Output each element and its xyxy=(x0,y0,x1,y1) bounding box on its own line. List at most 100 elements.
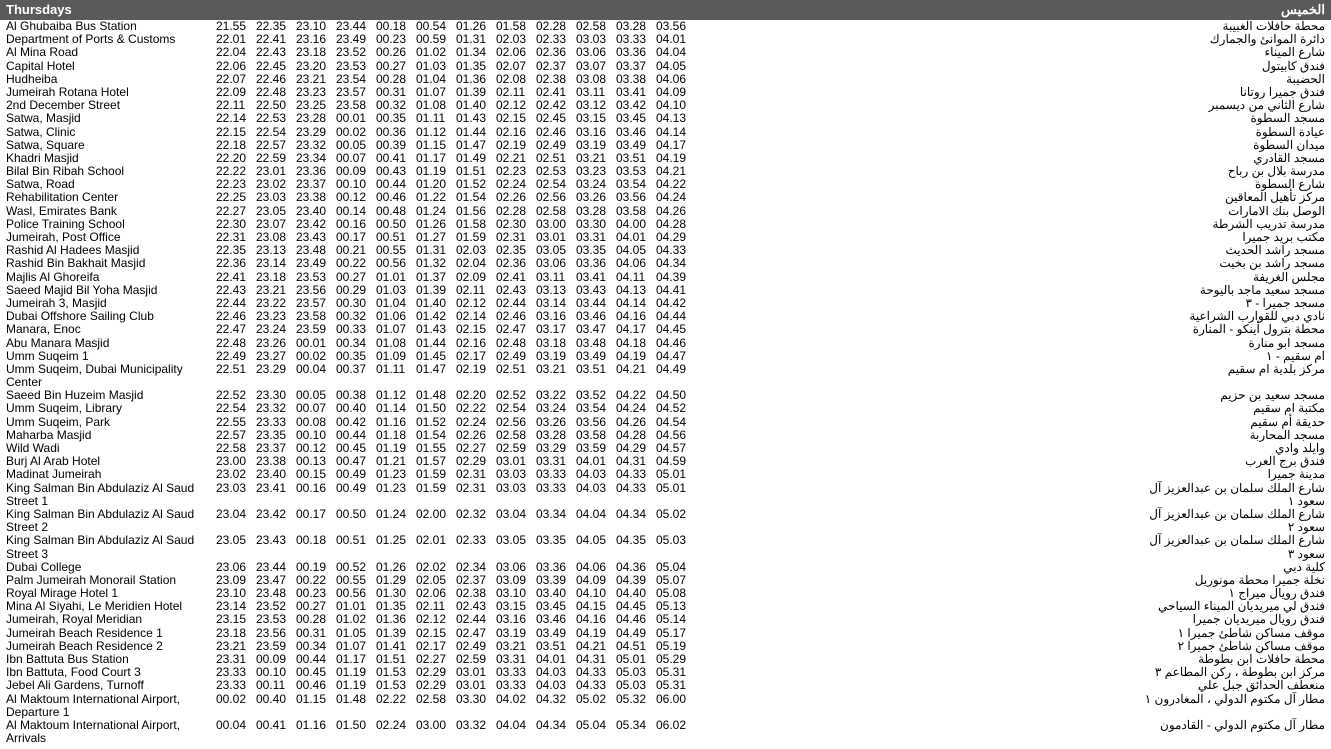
time-cell: 04.17 xyxy=(656,139,696,152)
time-cell: 02.15 xyxy=(416,627,456,640)
stop-name-ar: مسجد راشد بن بخيت xyxy=(1125,257,1325,270)
time-cell: 02.58 xyxy=(416,693,456,706)
stop-name-en: King Salman Bin Abdulaziz Al Saud Street… xyxy=(6,534,216,560)
time-cell: 01.39 xyxy=(416,284,456,297)
time-cell: 22.15 xyxy=(216,126,256,139)
time-cell: 03.07 xyxy=(576,60,616,73)
time-cell: 02.56 xyxy=(536,191,576,204)
time-cell: 01.08 xyxy=(376,337,416,350)
time-cell: 04.33 xyxy=(616,468,656,481)
time-cell: 02.49 xyxy=(536,139,576,152)
time-cell: 01.15 xyxy=(296,693,336,706)
table-row: King Salman Bin Abdulaziz Al Saud Street… xyxy=(6,534,1325,560)
time-cell: 03.30 xyxy=(456,693,496,706)
time-cell: 00.17 xyxy=(296,508,336,521)
time-cell: 04.19 xyxy=(616,350,656,363)
times-group: 22.2723.0523.4000.1400.4801.2401.5602.28… xyxy=(216,205,1125,218)
time-cell: 23.53 xyxy=(336,60,376,73)
time-cell: 01.23 xyxy=(376,468,416,481)
time-cell: 04.03 xyxy=(576,482,616,495)
time-cell: 23.38 xyxy=(296,191,336,204)
time-cell: 00.07 xyxy=(296,402,336,415)
table-row: Manara, Enoc22.4723.2423.5900.3301.0701.… xyxy=(6,323,1325,336)
time-cell: 02.34 xyxy=(456,561,496,574)
time-cell: 05.03 xyxy=(616,679,656,692)
time-cell: 02.28 xyxy=(496,205,536,218)
stop-name-ar: كلية دبي xyxy=(1125,561,1325,574)
time-cell: 22.46 xyxy=(256,73,296,86)
time-cell: 23.43 xyxy=(256,534,296,547)
time-cell: 03.36 xyxy=(576,257,616,270)
stop-name-en: King Salman Bin Abdulaziz Al Saud Street… xyxy=(6,508,216,534)
time-cell: 23.32 xyxy=(296,139,336,152)
time-cell: 01.53 xyxy=(376,679,416,692)
time-cell: 02.41 xyxy=(496,271,536,284)
time-cell: 05.04 xyxy=(656,561,696,574)
time-cell: 03.45 xyxy=(616,112,656,125)
time-cell: 01.11 xyxy=(416,112,456,125)
time-cell: 22.54 xyxy=(216,402,256,415)
time-cell: 04.49 xyxy=(616,627,656,640)
time-cell: 23.54 xyxy=(336,73,376,86)
table-row: Wasl, Emirates Bank22.2723.0523.4000.140… xyxy=(6,205,1325,218)
time-cell: 00.16 xyxy=(296,482,336,495)
stop-name-en: Umm Suqeim, Library xyxy=(6,402,216,415)
time-cell: 00.31 xyxy=(296,627,336,640)
table-row: Capital Hotel22.0622.4523.2023.5300.2701… xyxy=(6,60,1325,73)
time-cell: 04.06 xyxy=(616,257,656,270)
time-cell: 02.36 xyxy=(496,257,536,270)
time-cell: 01.37 xyxy=(416,271,456,284)
time-cell: 23.02 xyxy=(216,468,256,481)
time-cell: 01.24 xyxy=(376,508,416,521)
time-cell: 02.15 xyxy=(496,112,536,125)
time-cell: 23.29 xyxy=(256,363,296,376)
time-cell: 00.22 xyxy=(336,257,376,270)
time-cell: 02.48 xyxy=(496,337,536,350)
stop-name-ar: مركز تأهيل المعاقين xyxy=(1125,191,1325,204)
time-cell: 04.21 xyxy=(616,363,656,376)
time-cell: 05.31 xyxy=(656,679,696,692)
time-cell: 01.50 xyxy=(336,719,376,732)
table-row: King Salman Bin Abdulaziz Al Saud Street… xyxy=(6,508,1325,534)
table-row: Madinat Jumeirah23.0223.4000.1500.4901.2… xyxy=(6,468,1325,481)
times-group: 23.0223.4000.1500.4901.2301.5902.3103.03… xyxy=(216,468,1125,481)
stop-name-ar: الوصل بنك الامارات xyxy=(1125,205,1325,218)
table-row: Umm Suqeim, Library22.5423.3200.0700.400… xyxy=(6,402,1325,415)
time-cell: 04.26 xyxy=(656,205,696,218)
time-cell: 01.22 xyxy=(416,191,456,204)
stop-name-ar: مدينة جميرا xyxy=(1125,468,1325,481)
time-cell: 06.02 xyxy=(656,719,696,732)
time-cell: 02.17 xyxy=(456,350,496,363)
stop-name-en: Capital Hotel xyxy=(6,60,216,73)
stop-name-en: Wasl, Emirates Bank xyxy=(6,205,216,218)
table-row: Jumeirah Beach Residence 123.1823.5600.3… xyxy=(6,627,1325,640)
time-cell: 23.44 xyxy=(256,561,296,574)
time-cell: 02.31 xyxy=(456,482,496,495)
time-cell: 03.16 xyxy=(496,613,536,626)
stop-name-ar: منعطف الحدائق جبل علي xyxy=(1125,679,1325,692)
time-cell: 23.28 xyxy=(296,112,336,125)
time-cell: 02.19 xyxy=(496,139,536,152)
time-cell: 00.46 xyxy=(376,191,416,204)
time-cell: 03.17 xyxy=(536,323,576,336)
time-cell: 03.46 xyxy=(616,126,656,139)
table-row: Satwa, Square22.1822.5723.3200.0500.3901… xyxy=(6,139,1325,152)
times-group: 22.1822.5723.3200.0500.3901.1501.4702.19… xyxy=(216,139,1125,152)
time-cell: 23.05 xyxy=(216,534,256,547)
time-cell: 05.03 xyxy=(656,534,696,547)
time-cell: 00.46 xyxy=(296,679,336,692)
time-cell: 03.11 xyxy=(536,271,576,284)
time-cell: 23.40 xyxy=(256,468,296,481)
times-group: 22.3623.1423.4900.2200.5601.3202.0402.36… xyxy=(216,257,1125,270)
times-group: 22.4123.1823.5300.2701.0101.3702.0902.41… xyxy=(216,271,1125,284)
time-cell: 00.49 xyxy=(336,482,376,495)
time-cell: 04.19 xyxy=(576,627,616,640)
time-cell: 22.53 xyxy=(256,112,296,125)
time-cell: 22.04 xyxy=(216,46,256,59)
time-cell: 06.00 xyxy=(656,693,696,706)
time-cell: 03.48 xyxy=(576,337,616,350)
timetable: Al Ghubaiba Bus Station21.5522.3523.1023… xyxy=(0,20,1331,745)
time-cell: 03.33 xyxy=(536,482,576,495)
time-cell: 04.34 xyxy=(616,508,656,521)
time-cell: 22.25 xyxy=(216,191,256,204)
